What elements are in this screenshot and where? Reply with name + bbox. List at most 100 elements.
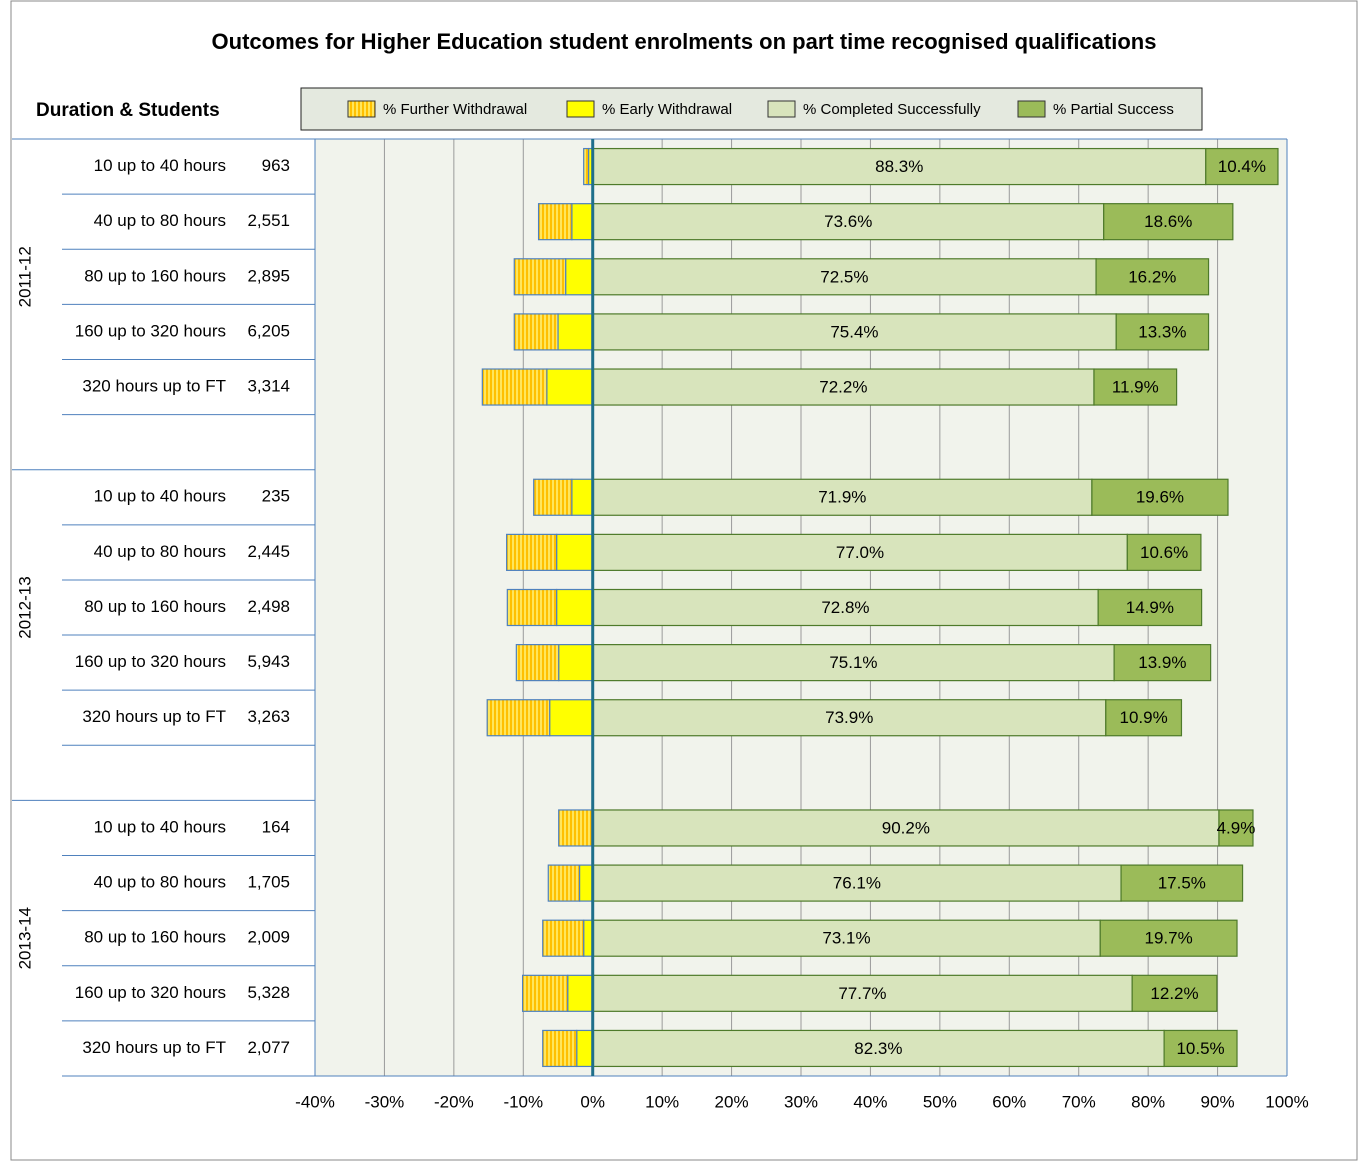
bar-segment (481, 368, 548, 406)
bar-segment (583, 147, 590, 186)
data-label: 77.7% (838, 984, 886, 1003)
data-label: 4.9% (1217, 818, 1256, 837)
category-label: 40 up to 80 hours (94, 542, 226, 561)
category-label: 320 hours up to FT (82, 1038, 226, 1057)
bar-segment (1095, 258, 1210, 296)
bar-segment (567, 974, 594, 1012)
data-label: 73.6% (824, 212, 872, 231)
category-label: 160 up to 320 hours (75, 652, 226, 671)
legend-label: % Completed Successfully (803, 101, 981, 118)
data-label: 12.2% (1150, 984, 1198, 1003)
student-count: 164 (262, 817, 290, 836)
bar-segment (537, 203, 573, 241)
x-tick-label: 40% (853, 1092, 887, 1111)
data-label: 10.4% (1218, 157, 1266, 176)
data-label: 72.2% (819, 378, 867, 397)
student-count: 1,705 (247, 873, 290, 892)
x-tick-label: 10% (645, 1092, 679, 1111)
bar-segment (592, 1029, 1165, 1068)
student-count: 963 (262, 156, 290, 175)
bar-segment (1205, 147, 1279, 186)
data-label: 76.1% (833, 874, 881, 893)
legend-label: % Partial Success (1053, 101, 1174, 118)
x-tick-label: -10% (503, 1092, 543, 1111)
student-count: 2,551 (247, 211, 290, 230)
data-label: 77.0% (836, 543, 884, 562)
legend (300, 87, 1203, 131)
bar-segment (1131, 974, 1218, 1012)
bar-segment (571, 203, 594, 241)
category-label: 160 up to 320 hours (75, 321, 226, 340)
data-label: 75.4% (830, 322, 878, 341)
legend-label: % Further Withdrawal (383, 101, 527, 118)
x-tick-label: 50% (923, 1092, 957, 1111)
data-label: 82.3% (854, 1039, 902, 1058)
legend-swatch (1017, 100, 1046, 118)
bar-segment (1093, 368, 1178, 406)
student-count: 2,498 (247, 597, 290, 616)
bar-segment (592, 313, 1117, 351)
student-count: 3,314 (247, 377, 290, 396)
bar-segment (1097, 588, 1203, 627)
bar-segment (1163, 1029, 1238, 1068)
student-count: 3,263 (247, 707, 290, 726)
student-count: 2,895 (247, 266, 290, 285)
data-label: 90.2% (882, 818, 930, 837)
x-tick-label: 80% (1131, 1092, 1165, 1111)
bar-segment (592, 147, 1207, 186)
bar-segment (506, 533, 558, 571)
category-label: 40 up to 80 hours (94, 873, 226, 892)
data-label: 72.5% (820, 267, 868, 286)
x-tick-label: 70% (1062, 1092, 1096, 1111)
bar-segment (592, 588, 1099, 627)
data-label: 10.5% (1176, 1039, 1224, 1058)
data-label: 10.6% (1140, 543, 1188, 562)
category-label: 80 up to 160 hours (84, 597, 226, 616)
bar-segment (547, 864, 581, 902)
bar-segment (592, 919, 1101, 957)
bar-segment (592, 368, 1095, 406)
bar-segment (506, 588, 558, 627)
data-label: 13.9% (1138, 653, 1186, 672)
bar-segment (521, 974, 569, 1012)
bar-segment (556, 588, 594, 627)
bar-segment (1113, 644, 1212, 682)
bar-segment (546, 368, 594, 406)
group-label: 2012-13 (15, 576, 34, 638)
data-label: 19.7% (1145, 929, 1193, 948)
bar-segment (515, 644, 560, 682)
bar-segment (556, 533, 594, 571)
legend-swatch (566, 100, 595, 118)
category-label: 80 up to 160 hours (84, 266, 226, 285)
data-label: 11.9% (1112, 378, 1159, 397)
bar-segment (533, 478, 573, 516)
student-count: 6,205 (247, 321, 290, 340)
data-label: 72.8% (821, 598, 869, 617)
data-label: 17.5% (1158, 874, 1206, 893)
x-tick-label: -40% (295, 1092, 335, 1111)
x-tick-label: 20% (715, 1092, 749, 1111)
x-tick-label: 0% (580, 1092, 605, 1111)
category-label: 10 up to 40 hours (94, 156, 226, 175)
data-label: 13.3% (1138, 322, 1186, 341)
bar-segment (1115, 313, 1210, 351)
student-count: 2,009 (247, 928, 290, 947)
bar-segment (558, 644, 594, 682)
bar-segment (1103, 203, 1234, 241)
category-label: 160 up to 320 hours (75, 983, 226, 1002)
data-label: 88.3% (875, 157, 923, 176)
data-label: 10.9% (1120, 708, 1168, 727)
bar-segment (1091, 478, 1229, 516)
category-label: 80 up to 160 hours (84, 928, 226, 947)
bar-segment (486, 699, 551, 737)
category-label: 320 hours up to FT (82, 707, 226, 726)
bar-segment (542, 1029, 578, 1068)
bar-segment (571, 478, 594, 516)
x-tick-label: 90% (1201, 1092, 1235, 1111)
data-label: 16.2% (1128, 267, 1176, 286)
bar-segment (1120, 864, 1244, 902)
bar-segment (592, 478, 1093, 516)
group-label: 2013-14 (15, 907, 34, 969)
bar-segment (592, 533, 1128, 571)
